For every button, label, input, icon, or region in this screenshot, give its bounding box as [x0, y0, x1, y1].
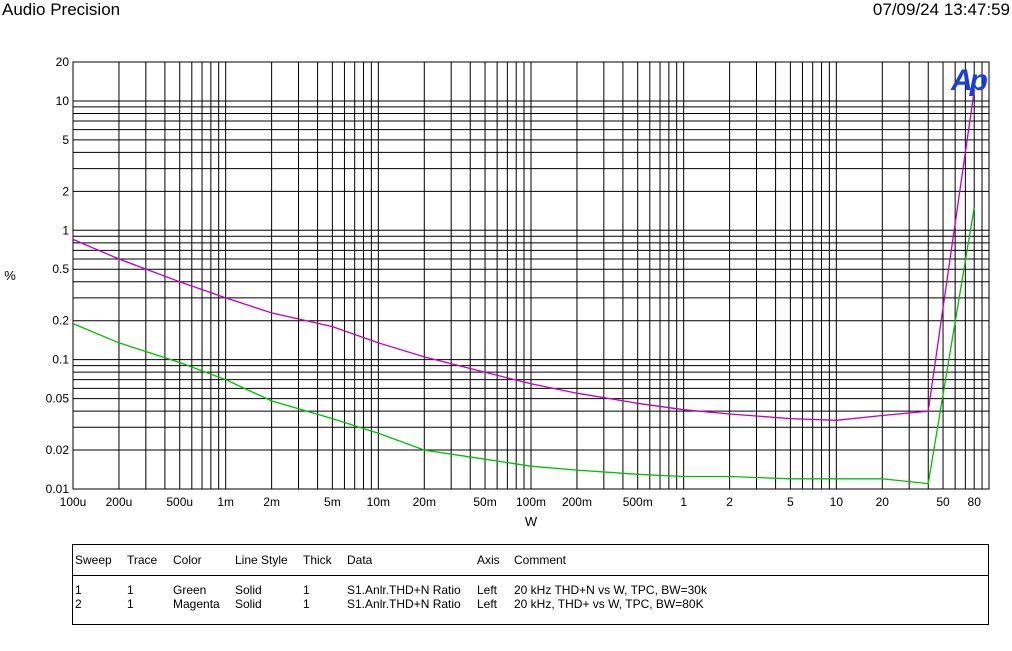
- y-tick-labels: 20 10 5 2 1 0.5 0.2 0.1 0.05 0.02 0.01: [46, 55, 70, 496]
- x-tick-label: 50: [936, 495, 950, 509]
- series-line-1: [72, 207, 975, 485]
- x-tick-labels: 100u 200u 500u 1m 2m 5m 10m 20m 50m 100m 200m 500m 1…: [60, 495, 982, 509]
- legend-table: Sweep Trace Color Line Style Thick Data …: [72, 544, 989, 625]
- ap-logo: Ap: [950, 64, 988, 97]
- x-tick-label: 20: [876, 495, 890, 509]
- x-tick-label: 200m: [562, 495, 592, 509]
- legend-row-2-trace: 1: [127, 597, 134, 611]
- x-tick-label: 2: [726, 495, 733, 509]
- y-tick-label: 0.2: [52, 314, 69, 328]
- legend-row-1-comment: 20 kHz THD+N vs W, TPC, BW=30k: [514, 583, 707, 597]
- legend-row-1-axis: Left: [477, 583, 498, 597]
- y-tick-label: 0.01: [46, 482, 70, 496]
- x-tick-label: 500m: [623, 495, 653, 509]
- legend-header-sweep: Sweep: [75, 553, 112, 567]
- y-tick-label: 1: [62, 223, 69, 237]
- x-tick-label: 10m: [367, 495, 390, 509]
- legend-header-color: Color: [173, 553, 202, 567]
- x-tick-label: 5: [787, 495, 794, 509]
- legend-row-1-color: Green: [173, 583, 207, 597]
- y-tick-label: 0.1: [52, 353, 69, 367]
- x-tick-label: 1m: [217, 495, 234, 509]
- y-tick-label: 20: [56, 55, 70, 69]
- app-title: Audio Precision: [2, 0, 121, 19]
- y-tick-label: 0.05: [46, 392, 70, 406]
- legend-divider: [73, 575, 988, 576]
- series-line-2: [72, 90, 975, 421]
- legend-header-data: Data: [347, 553, 373, 567]
- x-tick-label: 1: [680, 495, 687, 509]
- legend-header-line-style: Line Style: [235, 553, 288, 567]
- legend-row-1-trace: 1: [127, 583, 134, 597]
- y-tick-label: 5: [62, 133, 69, 147]
- x-tick-label: 20m: [413, 495, 436, 509]
- legend-header-trace: Trace: [127, 553, 158, 567]
- timestamp: 07/09/24 13:47:59: [872, 0, 1010, 19]
- series-lines: [72, 90, 975, 485]
- legend-row-2-comment: 20 kHz, THD+ vs W, TPC, BW=80K: [514, 597, 704, 611]
- y-tick-label: 2: [62, 184, 69, 198]
- x-tick-label: 50m: [473, 495, 496, 509]
- legend-row-2-axis: Left: [477, 597, 498, 611]
- legend-row-2-sweep: 2: [75, 597, 82, 611]
- y-tick-label: 10: [56, 94, 70, 108]
- thd-chart: 100u 200u 500u 1m 2m 5m 10m 20m 50m 100m 200m 500m 1…: [4, 55, 990, 529]
- legend-row-2-line-style: Solid: [235, 597, 262, 611]
- y-tick-label: 0.02: [46, 443, 70, 457]
- x-tick-label: 200u: [106, 495, 133, 509]
- x-tick-label: 5m: [324, 495, 341, 509]
- y-axis-label: %: [4, 268, 16, 283]
- legend-row-2-color: Magenta: [173, 597, 220, 611]
- legend-header-axis: Axis: [477, 553, 500, 567]
- legend-header-comment: Comment: [514, 553, 567, 567]
- legend-header-thick: Thick: [303, 553, 332, 567]
- chart-grid: [72, 61, 990, 490]
- x-tick-label: 100m: [516, 495, 546, 509]
- legend-row-1-data: S1.Anlr.THD+N Ratio: [347, 583, 461, 597]
- legend-row-2-data: S1.Anlr.THD+N Ratio: [347, 597, 461, 611]
- legend-row-2-thick: 1: [303, 597, 310, 611]
- x-tick-label: 10: [830, 495, 844, 509]
- y-tick-label: 0.5: [52, 262, 69, 276]
- x-tick-label: 100u: [60, 495, 87, 509]
- x-axis-label: W: [525, 514, 538, 529]
- x-tick-label: 80: [968, 495, 982, 509]
- plot-frame: [72, 61, 990, 490]
- legend-row-1-line-style: Solid: [235, 583, 262, 597]
- x-tick-label: 500u: [166, 495, 193, 509]
- legend-row-1-thick: 1: [303, 583, 310, 597]
- legend-row-1-sweep: 1: [75, 583, 82, 597]
- x-tick-label: 2m: [263, 495, 280, 509]
